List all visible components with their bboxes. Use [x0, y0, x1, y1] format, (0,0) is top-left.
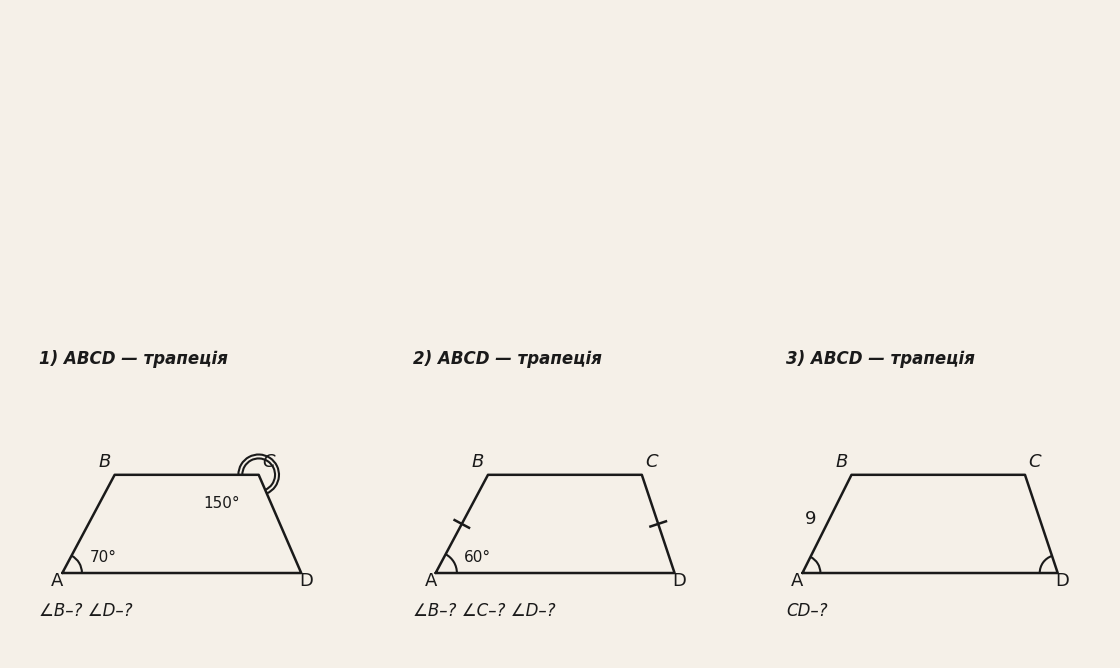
Text: C: C — [645, 453, 657, 471]
Text: 70°: 70° — [90, 550, 118, 564]
Text: 1) ABCD — трапеція: 1) ABCD — трапеція — [39, 349, 228, 367]
Text: CD–?: CD–? — [786, 602, 828, 619]
Text: C: C — [262, 453, 274, 471]
Text: ∠B–? ∠D–?: ∠B–? ∠D–? — [39, 602, 133, 619]
Text: D: D — [299, 572, 314, 590]
Text: B: B — [836, 453, 848, 471]
Text: A: A — [792, 572, 804, 590]
Text: B: B — [99, 453, 111, 471]
Text: 2) ABCD — трапеція: 2) ABCD — трапеція — [412, 349, 601, 367]
Text: 150°: 150° — [203, 496, 240, 510]
Text: 60°: 60° — [464, 550, 491, 564]
Text: C: C — [1028, 453, 1042, 471]
Text: A: A — [52, 572, 64, 590]
Text: ∠B–? ∠C–? ∠D–?: ∠B–? ∠C–? ∠D–? — [412, 602, 556, 619]
Text: A: A — [424, 572, 437, 590]
Text: B: B — [472, 453, 484, 471]
Text: D: D — [1056, 572, 1070, 590]
Text: 3) ABCD — трапеція: 3) ABCD — трапеція — [786, 349, 974, 367]
Text: 9: 9 — [805, 510, 816, 528]
Text: D: D — [672, 572, 687, 590]
